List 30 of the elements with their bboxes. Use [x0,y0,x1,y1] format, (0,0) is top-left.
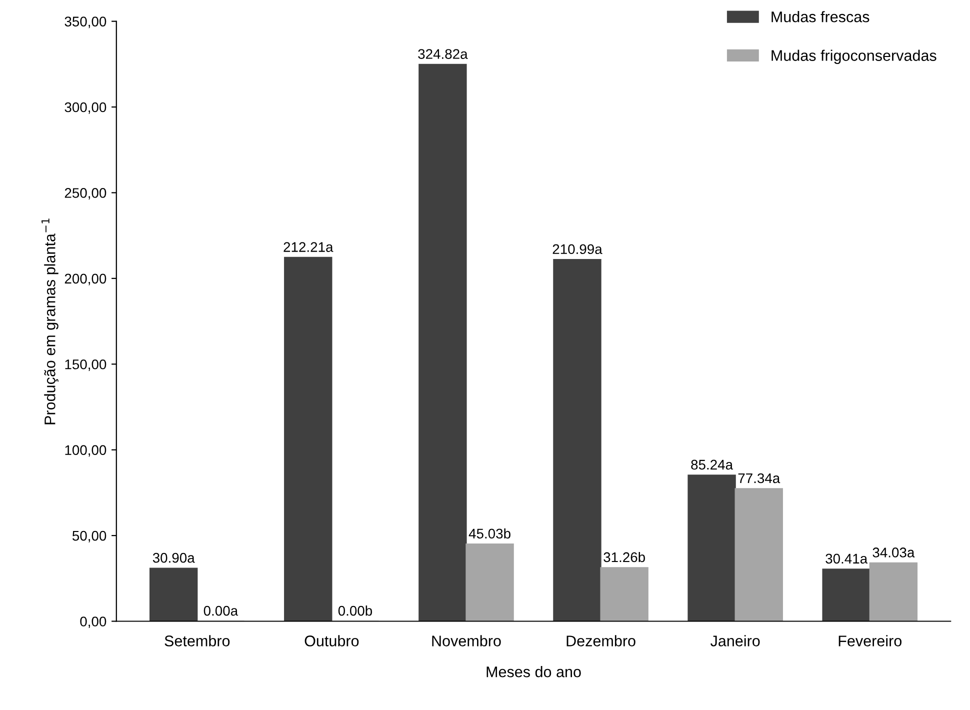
y-tick-label: 250,00 [64,188,106,200]
x-tick-label: Novembro [432,635,501,646]
x-tick-label: Dezembro [566,635,636,646]
data-label: 324.82a [418,49,468,59]
y-tick-label: 0,00 [80,616,106,628]
data-label: 45.03b [468,528,510,539]
data-label: 34.03a [872,548,915,558]
x-tick-label: Fevereiro [838,635,902,646]
y-tick-label: 350,00 [64,16,106,28]
y-tick-label: 50,00 [72,530,106,542]
data-label: 77.34a [738,473,780,484]
data-label: 210.99a [552,244,602,254]
x-tick-label: Setembro [164,635,230,646]
x-tick-label: Janeiro [710,635,760,646]
y-tick-label: 200,00 [64,274,106,286]
legend-label: Mudas frescas [772,11,870,22]
y-axis-title: Produção em gramas planta$^{−1}$ [42,218,58,424]
data-label: 0.00a [204,606,238,616]
y-tick-label: 150,00 [65,359,106,371]
data-label: 85.24a [691,460,734,470]
legend-label: Mudas frigoconservadas [772,50,936,64]
x-axis-title: Meses do ano [486,666,581,678]
y-tick-label: 300,00 [64,102,106,114]
data-label: 30.41a [826,554,868,564]
data-label: 212.21a [284,242,334,252]
data-label: 0.00b [338,606,372,616]
x-tick-label: Outubro [304,635,359,646]
data-label: 30.90a [152,552,195,563]
y-tick-label: 100,00 [65,445,106,457]
data-label: 31.26b [604,552,645,562]
